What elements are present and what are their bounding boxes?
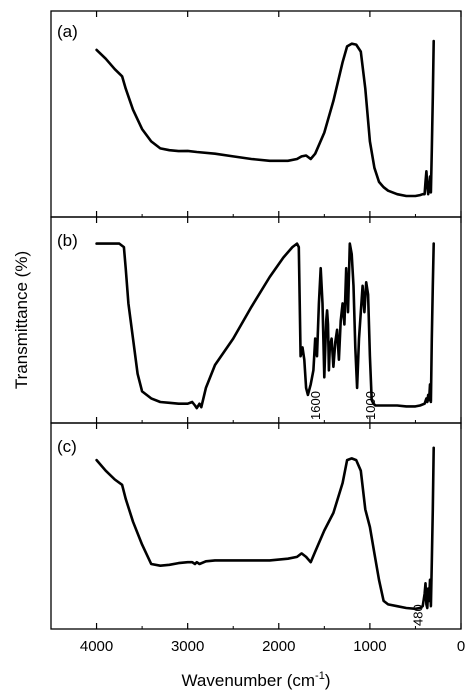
x-tick-label: 1000	[353, 638, 386, 655]
x-tick-label: 2000	[262, 638, 295, 655]
annotation-1000: 1000	[363, 391, 378, 420]
panel-a-spectrum-line	[95, 39, 435, 198]
annotation-1600: 1600	[308, 391, 323, 420]
panel-c: (c) 480	[50, 422, 462, 630]
panel-c-annotations: 480	[410, 604, 425, 626]
panel-b-label: (b)	[57, 231, 78, 250]
panel-b-spectrum-line	[95, 242, 435, 410]
panel-a-label: (a)	[57, 22, 78, 41]
panel-c-xticks	[95, 423, 462, 629]
x-tick-label: 0	[457, 638, 465, 655]
panel-c-frame	[50, 422, 462, 630]
panel-a: (a)	[50, 10, 462, 218]
y-axis-title: Transmittance (%)	[12, 251, 31, 389]
panel-b-xticks	[95, 217, 462, 423]
x-axis-title-close: )	[325, 671, 331, 690]
x-axis-title: Wavenumber (cm-1)	[182, 670, 331, 690]
annotation-480: 480	[410, 604, 425, 626]
panel-a-frame	[50, 10, 462, 218]
panel-b: (b) 1600 1000	[50, 216, 462, 424]
panel-b-annotations: 1600 1000	[308, 391, 378, 420]
x-axis-tick-labels: 4000 3000 2000 1000 0	[80, 638, 465, 655]
x-axis-title-superscript: -1	[315, 670, 325, 682]
panel-c-label: (c)	[57, 437, 77, 456]
panel-a-xticks	[95, 11, 462, 217]
x-tick-label: 4000	[80, 638, 113, 655]
panel-b-frame	[50, 216, 462, 424]
panel-c-spectrum-line	[95, 446, 435, 611]
x-tick-label: 3000	[171, 638, 204, 655]
